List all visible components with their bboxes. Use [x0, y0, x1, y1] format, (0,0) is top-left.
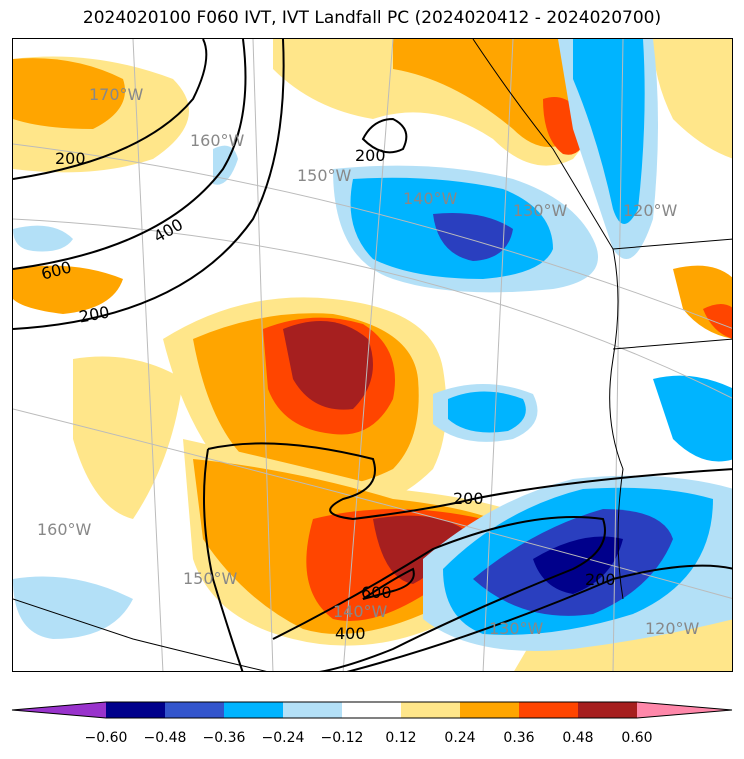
colorbar-bin [342, 702, 401, 718]
colorbar-bin [578, 702, 637, 718]
graticule-lines [13, 39, 732, 671]
lon-label-lower-4: 120°W [645, 619, 700, 638]
lon-label-upper-3: 140°W [403, 189, 458, 208]
map-canvas [13, 39, 732, 671]
colorbar-tick: 0.60 [621, 730, 653, 746]
colorbar-bin [401, 702, 460, 718]
figure-title: 2024020100 F060 IVT, IVT Landfall PC (20… [82, 8, 662, 28]
colorbar [11, 701, 733, 719]
contour-label: 200 [55, 149, 86, 168]
contour-label: 400 [335, 624, 366, 643]
colorbar-tick: −0.48 [143, 730, 187, 746]
contour-label: 200 [355, 146, 386, 165]
lon-label-upper-1: 160°W [190, 131, 245, 150]
contour-label: 600 [361, 583, 392, 602]
colorbar-tick: 0.48 [562, 730, 594, 746]
colorbar-bin [224, 702, 283, 718]
contour-label: 200 [585, 570, 616, 589]
colorbar-bin [165, 702, 224, 718]
lon-label-lower-0: 160°W [37, 520, 92, 539]
lon-label-upper-2: 150°W [297, 166, 352, 185]
colorbar-tick: 0.36 [503, 730, 535, 746]
colorbar-bin [519, 702, 578, 718]
colorbar-under-arrow [12, 702, 106, 718]
colorbar-tick: 0.24 [444, 730, 476, 746]
lon-label-lower-1: 150°W [183, 569, 238, 588]
colorbar-tick: −0.24 [261, 730, 305, 746]
lon-label-lower-3: 130°W [489, 619, 544, 638]
colorbar-bin [460, 702, 519, 718]
colorbar-tick: −0.12 [320, 730, 364, 746]
lon-label-upper-5: 120°W [623, 201, 678, 220]
lon-label-upper-0: 170°W [89, 85, 144, 104]
map-panel: 170°W 160°W 150°W 140°W 130°W 120°W 160°… [12, 38, 733, 672]
negative-anomaly-fields [13, 39, 732, 651]
colorbar-tick: −0.36 [202, 730, 246, 746]
colorbar-over-arrow [637, 702, 732, 718]
lon-label-lower-2: 140°W [333, 602, 388, 621]
height-contours [13, 39, 732, 671]
contour-label: 200 [453, 489, 484, 508]
colorbar-tick: −0.60 [84, 730, 128, 746]
colorbar-tick: 0.12 [385, 730, 417, 746]
coastlines [13, 39, 732, 671]
positive-anomaly-fields [13, 39, 732, 671]
colorbar-bin [283, 702, 342, 718]
lon-label-upper-4: 130°W [513, 201, 568, 220]
colorbar-bin [106, 702, 165, 718]
